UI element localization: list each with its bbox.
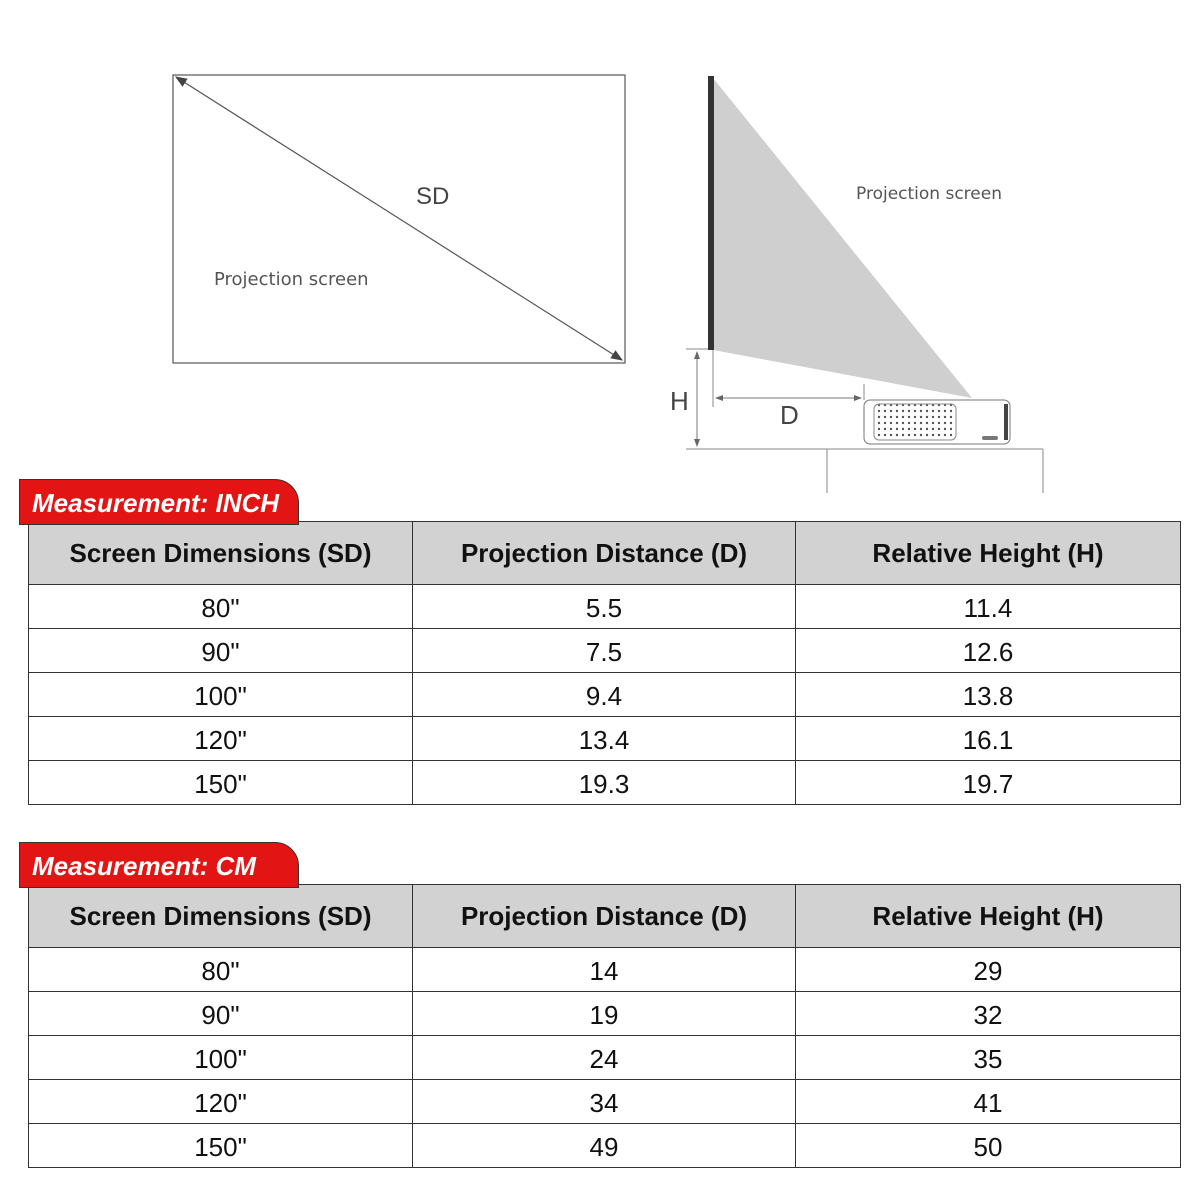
front-screen-view: SD Projection screen [172,74,626,364]
table-row: 100" 9.4 13.8 [28,672,1181,717]
table-cell: 120" [28,716,413,761]
table-cell: 14 [412,947,796,992]
column-header: Relative Height (H) [795,521,1181,585]
table-cell: 12.6 [795,628,1181,673]
table-cell: 29 [795,947,1181,992]
table-cell: 90" [28,991,413,1036]
table-row: 150" 19.3 19.7 [28,760,1181,805]
table-cell: 7.5 [412,628,796,673]
table-row: 150" 49 50 [28,1123,1181,1168]
table-cell: 100" [28,1035,413,1080]
table-cell: 90" [28,628,413,673]
table-cell: 50 [795,1123,1181,1168]
table-cell: 150" [28,760,413,805]
cm-table: Screen Dimensions (SD) Projection Distan… [28,884,1181,1168]
table-row: 90" 7.5 12.6 [28,628,1181,673]
table-cell: 35 [795,1035,1181,1080]
table-cell: 13.8 [795,672,1181,717]
table-cell: 80" [28,947,413,992]
table-cell: 34 [412,1079,796,1124]
measurement-cm-badge: Measurement: CM [19,842,299,888]
height-label: H [670,386,689,416]
table-cell: 100" [28,672,413,717]
table-row: 120" 34 41 [28,1079,1181,1124]
table-cell: 32 [795,991,1181,1036]
inch-table: Screen Dimensions (SD) Projection Distan… [28,521,1181,805]
table-cell: 19.7 [795,760,1181,805]
column-header: Relative Height (H) [795,884,1181,948]
column-header: Projection Distance (D) [412,884,796,948]
table-cell: 41 [795,1079,1181,1124]
diagonal-label: SD [416,183,449,210]
table-cell: 5.5 [412,584,796,629]
table-header-row: Screen Dimensions (SD) Projection Distan… [28,884,1181,948]
table-row: 80" 14 29 [28,947,1181,992]
table-cell: 16.1 [795,716,1181,761]
table-row: 120" 13.4 16.1 [28,716,1181,761]
table-cell: 19 [412,991,796,1036]
projector-icon [863,399,1011,445]
column-header: Screen Dimensions (SD) [28,884,413,948]
table-cell: 120" [28,1079,413,1124]
side-view: Projection screen H D [670,76,1044,493]
table-row: 80" 5.5 11.4 [28,584,1181,629]
measurement-inch-badge: Measurement: INCH [19,479,299,525]
table-cell: 49 [412,1123,796,1168]
projection-diagram: SD Projection screen Projection screen H… [172,74,1044,493]
table-row: 100" 24 35 [28,1035,1181,1080]
column-header: Projection Distance (D) [412,521,796,585]
table-cell: 13.4 [412,716,796,761]
table-cell: 19.3 [412,760,796,805]
table-cell: 150" [28,1123,413,1168]
side-screen-label: Projection screen [856,184,1002,204]
table-row: 90" 19 32 [28,991,1181,1036]
column-header: Screen Dimensions (SD) [28,521,413,585]
table-header-row: Screen Dimensions (SD) Projection Distan… [28,521,1181,585]
distance-label: D [780,400,799,430]
table-cell: 9.4 [412,672,796,717]
screen-label: Projection screen [214,269,369,290]
table-cell: 11.4 [795,584,1181,629]
table-cell: 24 [412,1035,796,1080]
table-cell: 80" [28,584,413,629]
